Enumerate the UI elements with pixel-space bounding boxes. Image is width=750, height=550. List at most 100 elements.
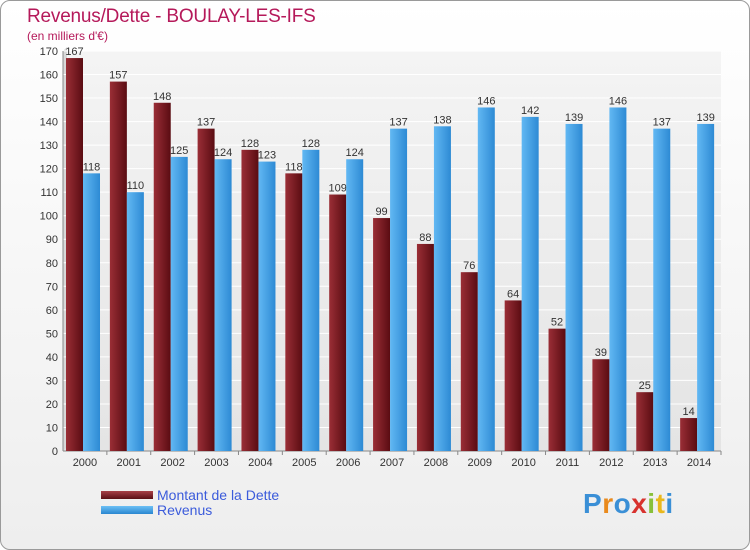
y-tick-label: 150 <box>40 93 58 105</box>
legend-swatch-debt <box>101 491 153 499</box>
data-label-debt: 64 <box>507 288 519 300</box>
data-label-debt: 99 <box>375 206 387 218</box>
y-tick-label: 120 <box>40 164 58 176</box>
y-tick-label: 140 <box>40 117 58 129</box>
data-label-revenue: 137 <box>653 117 671 129</box>
data-label-debt: 25 <box>639 380 651 392</box>
data-label-revenue: 142 <box>521 105 539 117</box>
bar-revenue <box>126 192 144 452</box>
bar-debt <box>416 243 434 451</box>
bar-revenue <box>433 126 451 451</box>
y-tick-label: 70 <box>46 281 58 293</box>
logo-letter: o <box>613 488 632 519</box>
bar-revenue <box>258 161 276 451</box>
bar-revenue <box>346 159 364 451</box>
data-label-revenue: 137 <box>389 117 407 129</box>
y-tick-label: 100 <box>40 211 58 223</box>
y-tick-label: 90 <box>46 234 58 246</box>
bar-revenue <box>302 149 320 451</box>
y-tick-label: 10 <box>46 422 58 434</box>
data-label-revenue: 139 <box>565 112 583 124</box>
bar-debt <box>109 81 127 452</box>
bar-revenue <box>83 173 100 451</box>
bar-debt <box>504 300 522 451</box>
data-label-revenue: 139 <box>696 112 714 124</box>
data-label-revenue: 138 <box>433 114 451 126</box>
x-tick-label: 2013 <box>643 457 667 469</box>
data-label-revenue: 128 <box>302 138 320 150</box>
bar-revenue <box>390 128 408 451</box>
bar-debt <box>153 102 171 451</box>
data-label-debt: 157 <box>109 70 127 82</box>
data-label-revenue: 124 <box>214 147 232 159</box>
data-label-revenue: 146 <box>477 95 495 107</box>
bar-revenue <box>653 128 671 451</box>
data-label-revenue: 110 <box>127 180 145 192</box>
logo-letter: P <box>583 488 603 519</box>
y-tick-label: 20 <box>46 399 58 411</box>
data-label-revenue: 123 <box>258 150 276 162</box>
chart-title: Revenus/Dette - BOULAY-LES-IFS <box>27 6 316 27</box>
x-tick-label: 2001 <box>117 457 141 469</box>
bar-revenue <box>214 159 232 451</box>
x-tick-label: 2009 <box>467 457 491 469</box>
logo-letter: x <box>631 488 648 519</box>
bar-debt <box>636 392 654 451</box>
bar-revenue <box>609 107 627 452</box>
data-label-debt: 88 <box>419 232 431 244</box>
y-tick-label: 160 <box>40 70 58 82</box>
bar-debt <box>592 359 610 451</box>
bar-debt <box>680 418 698 451</box>
x-tick-label: 2000 <box>73 457 97 469</box>
y-tick-label: 50 <box>46 328 58 340</box>
proxiti-logo: Proxiti <box>583 488 674 520</box>
bar-revenue <box>477 107 495 452</box>
legend-label-revenue: Revenus <box>157 502 213 518</box>
logo-letter: r <box>602 488 614 519</box>
logo-letter: i <box>647 488 656 519</box>
bar-revenue <box>170 156 188 451</box>
x-tick-label: 2004 <box>248 457 272 469</box>
bar-debt <box>66 58 83 451</box>
y-tick-label: 40 <box>46 352 58 364</box>
bar-debt <box>197 128 215 451</box>
y-tick-label: 110 <box>40 187 58 199</box>
y-tick-label: 130 <box>40 140 58 152</box>
x-tick-label: 2014 <box>687 457 711 469</box>
x-tick-label: 2002 <box>160 457 184 469</box>
logo-letter: t <box>655 488 666 519</box>
bar-debt <box>285 173 303 451</box>
bar-debt <box>460 272 478 451</box>
x-tick-label: 2008 <box>424 457 448 469</box>
y-tick-label: 30 <box>46 375 58 387</box>
logo-letter: i <box>665 488 674 519</box>
data-label-debt: 118 <box>285 161 303 173</box>
bar-revenue <box>521 116 539 451</box>
y-tick-label: 80 <box>46 258 58 270</box>
y-tick-label: 170 <box>40 46 58 58</box>
x-tick-label: 2005 <box>292 457 316 469</box>
y-tick-label: 60 <box>46 305 58 317</box>
bar-revenue <box>697 123 715 452</box>
data-label-revenue: 146 <box>609 95 627 107</box>
data-label-revenue: 124 <box>346 147 364 159</box>
bar-revenue <box>565 123 583 452</box>
data-label-debt: 167 <box>65 46 83 58</box>
bar-debt <box>241 149 259 451</box>
data-label-debt: 14 <box>683 406 695 418</box>
x-tick-label: 2011 <box>556 457 580 469</box>
x-tick-label: 2007 <box>380 457 404 469</box>
data-label-debt: 76 <box>463 260 475 272</box>
data-label-revenue: 125 <box>170 145 188 157</box>
data-label-debt: 52 <box>551 317 563 329</box>
chart-subtitle: (en milliers d'€) <box>27 29 108 43</box>
data-label-debt: 39 <box>595 347 607 359</box>
y-tick-label: 0 <box>52 446 58 458</box>
bar-debt <box>329 194 347 451</box>
bar-debt <box>373 218 391 451</box>
x-tick-label: 2003 <box>204 457 228 469</box>
legend-swatch-revenue <box>101 506 153 514</box>
data-label-debt: 137 <box>197 117 215 129</box>
